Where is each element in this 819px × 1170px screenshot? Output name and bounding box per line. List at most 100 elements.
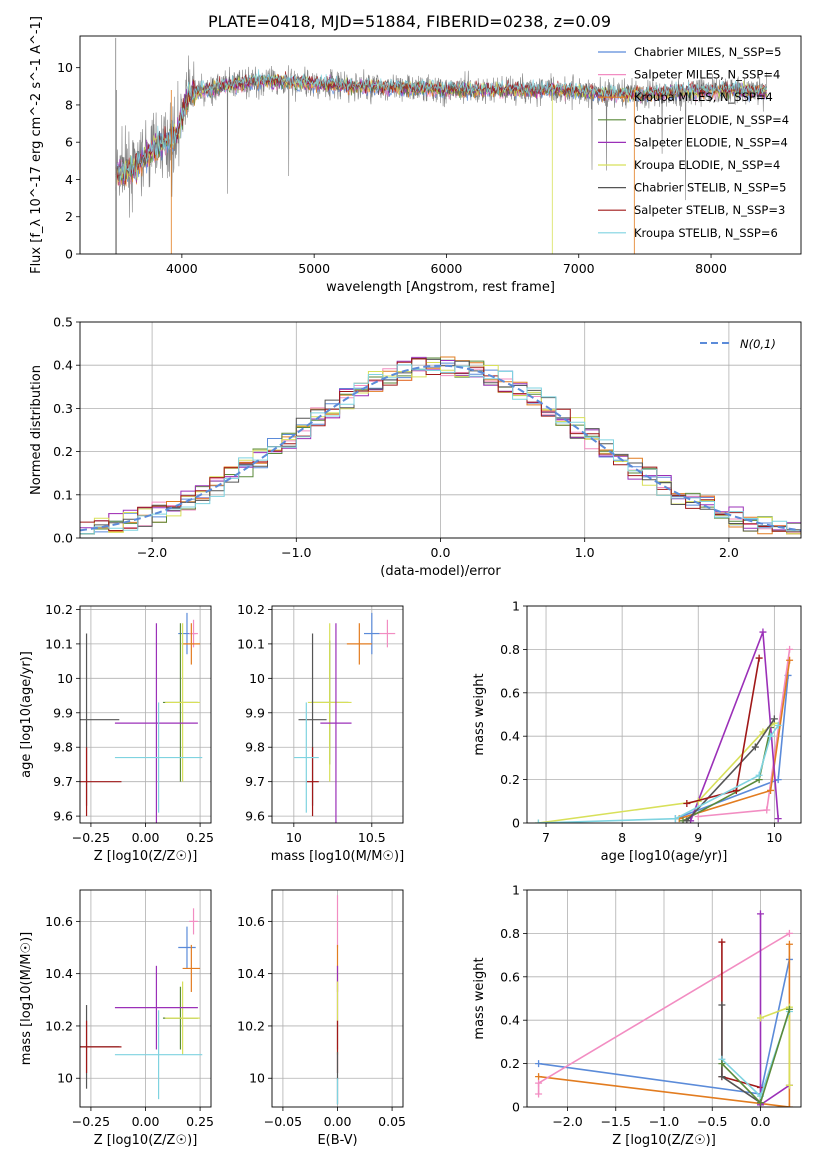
residuals-legend: N(0,1) xyxy=(700,337,776,351)
error-bar-point xyxy=(182,944,201,992)
weight-series xyxy=(671,671,792,823)
x-tick-label: −0.05 xyxy=(264,1114,302,1129)
plus-marker xyxy=(671,815,679,823)
plus-marker xyxy=(755,654,763,662)
normal-curve-line xyxy=(80,364,801,532)
x-tick-label: 10 xyxy=(766,830,782,845)
x-tick-label: 9 xyxy=(694,830,702,845)
plus-marker xyxy=(774,721,782,729)
histogram-step xyxy=(80,364,801,535)
y-tick-label: 9.9 xyxy=(245,705,265,720)
plus-marker xyxy=(535,1060,543,1068)
y-tick-label: 2 xyxy=(65,209,73,224)
x-axis-label: Z [log10(Z/Z☉)] xyxy=(94,1133,198,1148)
y-tick-label: 0.3 xyxy=(53,401,73,416)
legend-entry-label: Salpeter STELIB, N_SSP=3 xyxy=(634,203,785,217)
plus-marker xyxy=(785,1081,793,1089)
plus-marker xyxy=(534,819,542,823)
weight-series xyxy=(694,645,794,820)
weight-series xyxy=(687,628,782,823)
weight-series xyxy=(534,721,782,823)
series-line xyxy=(721,1005,761,1104)
x-tick-label: 10 xyxy=(286,830,302,845)
weight-series xyxy=(718,1001,764,1107)
plus-marker xyxy=(785,1103,793,1107)
x-tick-label: −0.25 xyxy=(72,1114,110,1129)
error-bar-point xyxy=(346,623,372,665)
y-tick-label: 10.1 xyxy=(45,636,73,651)
y-tick-label: 0.4 xyxy=(53,358,73,373)
y-tick-label: 0.0 xyxy=(53,531,73,546)
legend-entry-label: Kroupa MILES, N_SSP=4 xyxy=(634,90,773,104)
legend-entry-label: Chabrier MILES, N_SSP=5 xyxy=(634,45,781,59)
y-axis-label: mass weight xyxy=(472,957,487,1039)
y-tick-label: 9.7 xyxy=(245,774,265,789)
y-tick-label: 10.2 xyxy=(237,602,265,617)
weight-series xyxy=(675,656,794,823)
plus-marker xyxy=(718,1060,726,1068)
mass-vs-z-marks xyxy=(80,908,203,1100)
series-line xyxy=(678,660,791,820)
plus-marker xyxy=(535,1073,543,1081)
axes-frame xyxy=(526,889,802,1108)
spectrum-legend: Chabrier MILES, N_SSP=5 Salpeter MILES, N… xyxy=(598,45,789,240)
y-tick-label: 0.2 xyxy=(500,1056,520,1071)
y-tick-label: 0.5 xyxy=(53,315,73,330)
plus-marker xyxy=(770,715,778,723)
y-tick-label: 9.6 xyxy=(245,809,265,824)
legend-entry-label: Salpeter MILES, N_SSP=4 xyxy=(634,68,780,82)
y-tick-label: 10.1 xyxy=(237,636,265,651)
x-axis-label: wavelength [Angstrom, rest frame] xyxy=(326,280,555,295)
x-tick-label: 7000 xyxy=(563,261,595,276)
plus-marker xyxy=(683,817,691,823)
x-tick-label: 6000 xyxy=(431,261,463,276)
error-bar-point xyxy=(114,702,203,813)
x-tick-label: 2.0 xyxy=(719,545,739,560)
y-tick-label: 10 xyxy=(249,671,265,686)
plus-marker xyxy=(763,806,771,814)
residuals-panel: −2.0 −1.0 0.0 1.0 2.0 0.0 0.1 0.2 0.3 0.4 0.5 (data… xyxy=(29,315,802,579)
y-tick-label: 6 xyxy=(65,135,73,150)
x-tick-label: −1.0 xyxy=(281,545,311,560)
mass-vs-z-panel: −0.25 0.00 0.25 10 10.2 10.4 10.6 Z [log10(Z/Z☉… xyxy=(19,889,214,1148)
plus-marker xyxy=(756,1099,764,1107)
series-line xyxy=(538,944,791,1107)
plus-marker xyxy=(718,1073,726,1081)
y-tick-label: 10.2 xyxy=(45,1018,73,1033)
x-tick-label: −2.0 xyxy=(552,1114,582,1129)
series-line xyxy=(721,1009,791,1105)
legend-entry-label: Kroupa STELIB, N_SSP=6 xyxy=(634,226,778,240)
x-axis-label: Z [log10(Z/Z☉)] xyxy=(94,849,198,864)
plus-marker xyxy=(732,786,740,794)
figure-title: PLATE=0418, MJD=51884, FIBERID=0238, z=0… xyxy=(207,12,612,31)
spectrum-panel: 4000 5000 6000 7000 8000 0 2 4 6 8 10 wavelength [A… xyxy=(29,16,802,295)
y-tick-label: 10.4 xyxy=(45,966,73,981)
error-bar-point xyxy=(189,619,198,648)
plus-marker xyxy=(785,1005,793,1013)
y-tick-label: 10 xyxy=(57,671,73,686)
y-tick-label: 0.6 xyxy=(500,685,520,700)
x-tick-label: 4000 xyxy=(166,261,198,276)
x-tick-label: 1.0 xyxy=(575,545,595,560)
age-vs-z-panel: −0.25 0.00 0.25 9.6 9.7 9.8 9.9 10 10.1 10.2 Z [lo… xyxy=(19,602,214,864)
error-bar-point xyxy=(320,623,352,823)
x-tick-label: 10.5 xyxy=(358,830,386,845)
y-tick-label: 9.9 xyxy=(53,705,73,720)
x-tick-label: 0.0 xyxy=(431,545,451,560)
weight-vs-age-panel: 7 8 9 10 0 0.2 0.4 0.6 0.8 1 age [log10(age/yr)] ma… xyxy=(472,599,802,864)
plus-marker xyxy=(785,929,793,937)
error-bar-point xyxy=(293,702,319,813)
error-bar-point xyxy=(178,926,196,969)
y-tick-label: 8 xyxy=(65,97,73,112)
weight-series xyxy=(683,654,763,807)
spectrum-marks xyxy=(115,37,767,254)
axes-frame xyxy=(79,605,212,824)
age-vs-z-marks xyxy=(80,612,203,823)
y-tick-label: 10.6 xyxy=(237,914,265,929)
y-tick-label: 0.2 xyxy=(53,444,73,459)
error-bar-point xyxy=(306,747,319,817)
x-axis-label: (data-model)/error xyxy=(380,564,501,579)
y-tick-label: 0 xyxy=(65,247,73,262)
y-tick-label: 10 xyxy=(57,1071,73,1086)
